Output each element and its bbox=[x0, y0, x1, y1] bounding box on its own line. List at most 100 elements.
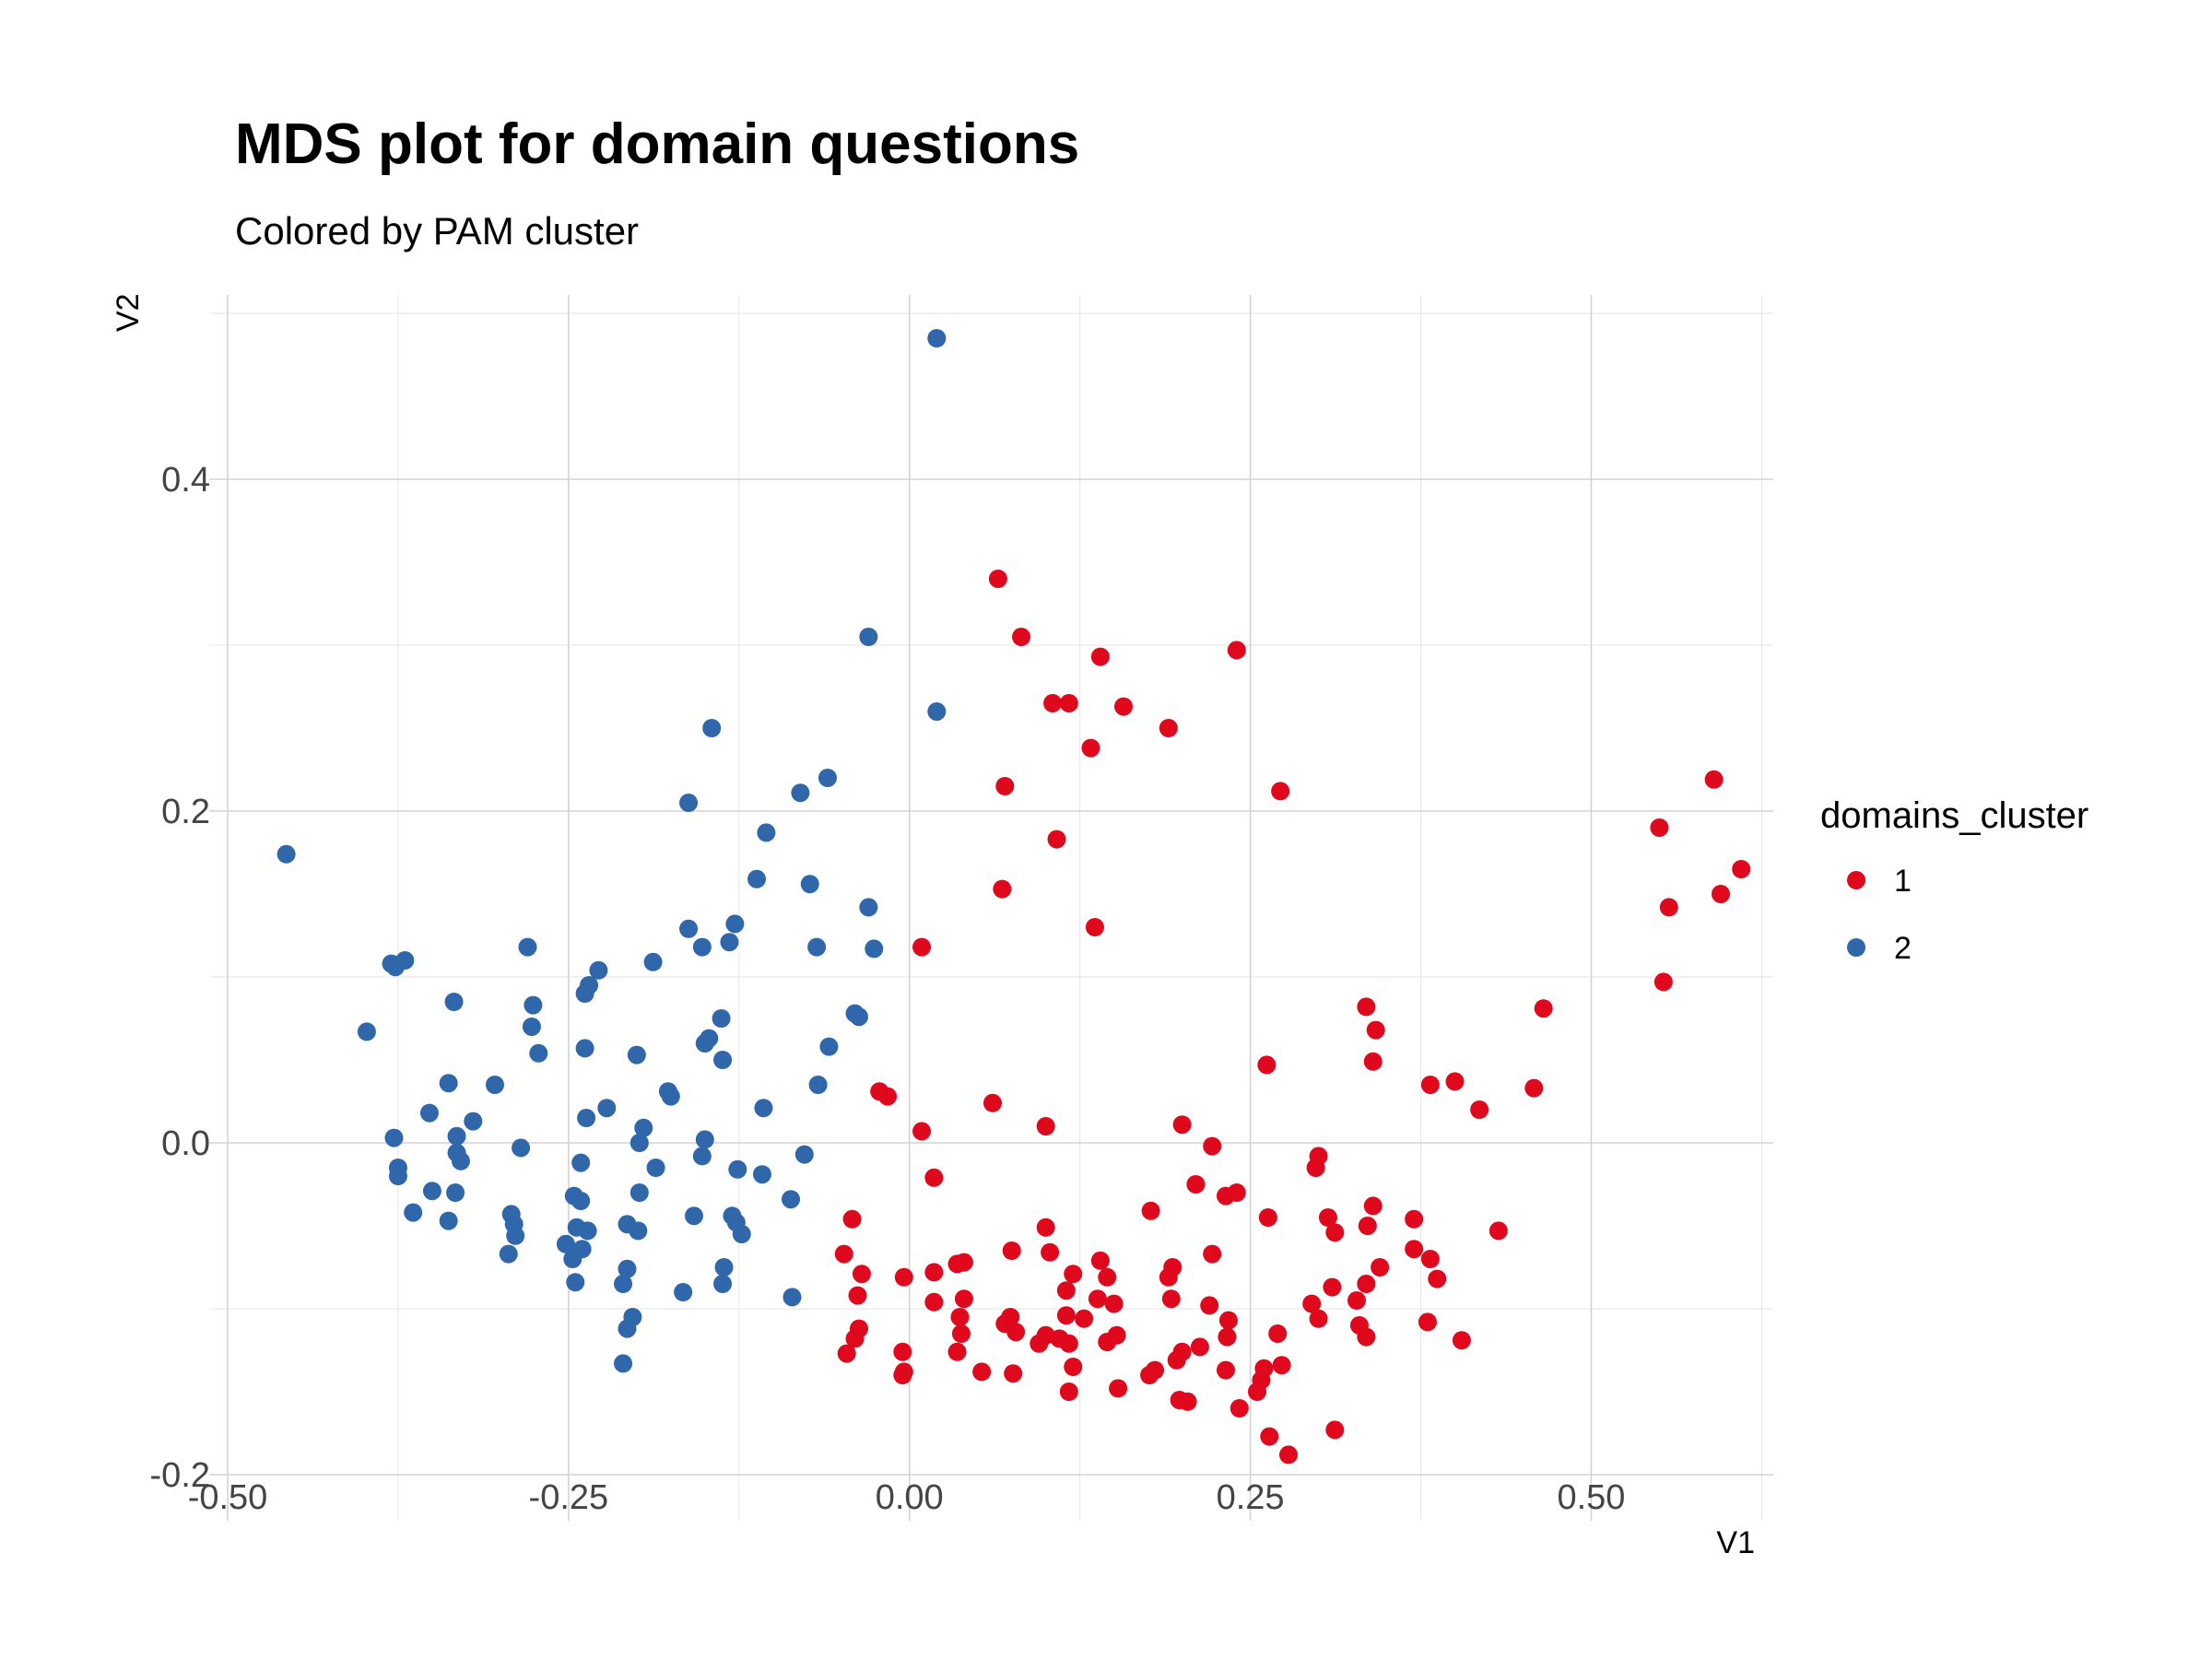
data-point-cluster-2 bbox=[728, 1159, 747, 1179]
data-point-cluster-1 bbox=[848, 1286, 867, 1305]
data-point-cluster-1 bbox=[1041, 1242, 1060, 1262]
data-point-cluster-2 bbox=[485, 1076, 504, 1094]
data-point-cluster-2 bbox=[782, 1288, 802, 1307]
legend: domains_cluster 1 2 bbox=[1820, 795, 2088, 966]
data-point-cluster-2 bbox=[522, 1018, 541, 1036]
data-point-cluster-2 bbox=[849, 1007, 868, 1027]
data-point-cluster-2 bbox=[646, 1159, 665, 1177]
data-point-cluster-2 bbox=[384, 1128, 404, 1147]
data-point-cluster-2 bbox=[818, 769, 837, 787]
y-tick-label: -0.2 bbox=[150, 1456, 210, 1495]
data-point-cluster-2 bbox=[404, 1203, 423, 1222]
data-point-cluster-1 bbox=[1059, 1382, 1078, 1401]
data-point-cluster-1 bbox=[1159, 719, 1178, 737]
data-point-cluster-1 bbox=[894, 1267, 913, 1287]
data-point-cluster-1 bbox=[1704, 770, 1724, 789]
data-point-cluster-1 bbox=[1047, 830, 1066, 849]
data-point-cluster-1 bbox=[1218, 1327, 1237, 1347]
data-point-cluster-1 bbox=[1258, 1208, 1277, 1227]
data-point-cluster-1 bbox=[1357, 1275, 1376, 1293]
data-point-cluster-2 bbox=[627, 1045, 646, 1065]
chart-title: MDS plot for domain questions bbox=[235, 112, 1079, 176]
data-point-cluster-2 bbox=[578, 1221, 597, 1241]
data-point-cluster-1 bbox=[1075, 1309, 1094, 1328]
legend-key-1 bbox=[1847, 871, 1865, 889]
data-point-cluster-1 bbox=[1004, 1364, 1023, 1383]
x-tick-label: -0.25 bbox=[529, 1478, 609, 1517]
data-point-cluster-2 bbox=[695, 1130, 714, 1149]
data-point-cluster-2 bbox=[927, 702, 947, 721]
data-point-cluster-1 bbox=[1216, 1360, 1235, 1380]
chart-subtitle: Colored by PAM cluster bbox=[235, 209, 639, 253]
data-point-cluster-2 bbox=[674, 1283, 693, 1301]
data-point-cluster-2 bbox=[571, 1192, 591, 1210]
data-point-cluster-2 bbox=[597, 1099, 617, 1118]
data-point-cluster-1 bbox=[993, 879, 1012, 899]
data-point-cluster-1 bbox=[1059, 694, 1078, 712]
data-point-cluster-1 bbox=[1405, 1240, 1424, 1259]
data-point-cluster-2 bbox=[385, 958, 405, 977]
data-point-cluster-1 bbox=[1488, 1221, 1508, 1241]
data-point-cluster-1 bbox=[1650, 818, 1669, 837]
data-point-cluster-1 bbox=[995, 777, 1015, 795]
data-point-cluster-1 bbox=[1445, 1072, 1465, 1091]
data-point-cluster-1 bbox=[1371, 1258, 1390, 1277]
data-point-cluster-1 bbox=[1272, 1356, 1291, 1375]
data-point-cluster-2 bbox=[713, 1051, 733, 1069]
data-point-cluster-1 bbox=[1036, 1218, 1055, 1237]
data-point-cluster-2 bbox=[499, 1244, 518, 1264]
data-point-cluster-1 bbox=[912, 937, 932, 957]
data-point-cluster-2 bbox=[634, 1118, 653, 1137]
data-point-cluster-1 bbox=[1732, 860, 1751, 878]
data-point-cluster-2 bbox=[388, 1167, 407, 1185]
data-point-cluster-1 bbox=[1141, 1201, 1160, 1220]
data-point-cluster-1 bbox=[1230, 1399, 1249, 1418]
y-tick-label: 0.4 bbox=[161, 461, 210, 500]
data-point-cluster-1 bbox=[1161, 1289, 1181, 1309]
data-point-cluster-2 bbox=[422, 1182, 441, 1201]
data-point-cluster-1 bbox=[1325, 1223, 1345, 1242]
data-point-cluster-1 bbox=[1257, 1055, 1277, 1075]
data-point-cluster-2 bbox=[589, 960, 608, 980]
data-point-cluster-1 bbox=[1056, 1281, 1076, 1300]
data-point-cluster-1 bbox=[982, 1093, 1002, 1112]
data-point-cluster-2 bbox=[754, 1099, 773, 1118]
data-point-cluster-2 bbox=[679, 794, 699, 812]
legend-label-1: 1 bbox=[1894, 864, 1912, 899]
data-point-cluster-2 bbox=[732, 1225, 751, 1243]
data-point-cluster-2 bbox=[451, 1151, 470, 1171]
data-point-cluster-2 bbox=[791, 783, 810, 803]
data-point-cluster-1 bbox=[1002, 1241, 1021, 1260]
data-point-cluster-1 bbox=[912, 1122, 932, 1141]
data-point-cluster-1 bbox=[1302, 1294, 1322, 1313]
data-point-cluster-1 bbox=[1088, 1289, 1107, 1309]
data-point-cluster-1 bbox=[1279, 1445, 1299, 1465]
data-point-cluster-1 bbox=[1172, 1115, 1192, 1135]
data-point-cluster-2 bbox=[566, 1273, 585, 1292]
data-point-cluster-2 bbox=[629, 1221, 648, 1241]
data-point-cluster-2 bbox=[439, 1074, 458, 1093]
data-points bbox=[276, 329, 1751, 1465]
data-point-cluster-1 bbox=[1059, 1334, 1078, 1353]
data-point-cluster-2 bbox=[725, 914, 745, 934]
data-point-cluster-2 bbox=[556, 1234, 575, 1253]
data-point-cluster-2 bbox=[614, 1354, 633, 1373]
data-point-cluster-2 bbox=[807, 937, 827, 957]
data-point-cluster-2 bbox=[577, 1109, 596, 1127]
data-point-cluster-1 bbox=[1306, 1159, 1325, 1177]
data-point-cluster-1 bbox=[988, 570, 1007, 588]
data-point-cluster-2 bbox=[444, 993, 464, 1011]
data-point-cluster-2 bbox=[865, 939, 884, 959]
legend-label-2: 2 bbox=[1894, 931, 1912, 966]
data-point-cluster-1 bbox=[845, 1329, 865, 1348]
data-point-cluster-2 bbox=[618, 1319, 637, 1338]
data-point-cluster-1 bbox=[1178, 1392, 1197, 1411]
data-point-cluster-2 bbox=[447, 1126, 466, 1146]
data-point-cluster-1 bbox=[1140, 1366, 1159, 1384]
data-point-cluster-1 bbox=[1006, 1323, 1026, 1342]
y-tick-label: 0.2 bbox=[161, 793, 210, 831]
legend-title: domains_cluster bbox=[1820, 795, 2088, 836]
data-point-cluster-2 bbox=[643, 952, 663, 971]
data-point-cluster-1 bbox=[1323, 1277, 1342, 1297]
data-point-cluster-1 bbox=[1357, 1327, 1376, 1347]
